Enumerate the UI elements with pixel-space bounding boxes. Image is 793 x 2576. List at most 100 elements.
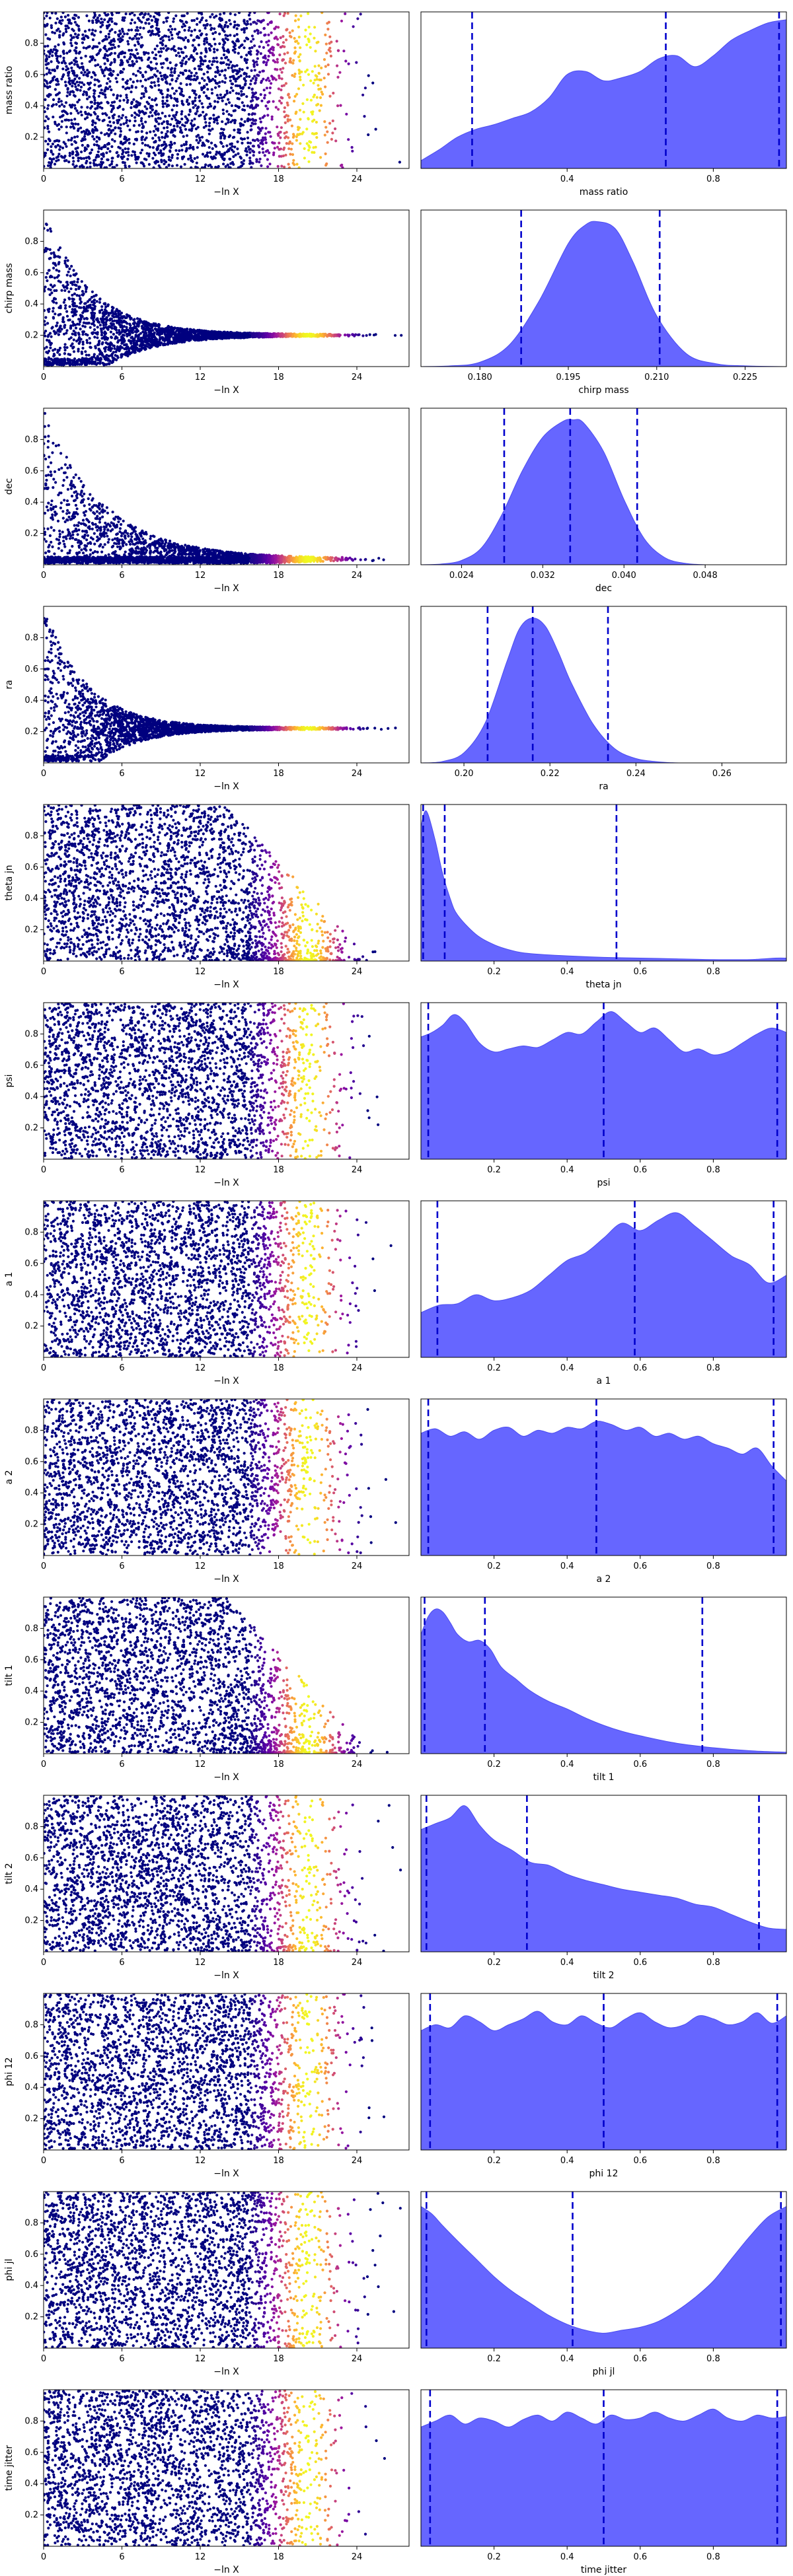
trace-point — [63, 260, 67, 263]
trace-point — [284, 82, 287, 85]
trace-point — [238, 67, 241, 71]
trace-point — [277, 134, 280, 137]
trace-point — [163, 162, 166, 166]
trace-point — [218, 81, 221, 84]
trace-point — [219, 24, 222, 27]
trace-point — [161, 135, 164, 139]
trace-point — [88, 28, 91, 32]
trace-point — [196, 75, 199, 79]
trace-point — [68, 297, 71, 301]
trace-point — [58, 246, 62, 250]
trace-point — [52, 316, 56, 320]
trace-point — [104, 310, 108, 313]
trace-point — [126, 322, 129, 325]
trace-point — [233, 77, 236, 81]
trace-point — [69, 106, 73, 109]
trace-point — [196, 156, 199, 159]
trace-point — [303, 147, 306, 151]
trace-point — [169, 61, 172, 64]
trace-point — [45, 54, 48, 57]
trace-point — [193, 74, 196, 77]
trace-point — [264, 141, 268, 145]
trace-point — [90, 296, 93, 299]
trace-point — [223, 93, 227, 96]
trace-point — [212, 106, 215, 110]
trace-point — [300, 334, 303, 338]
trace-point — [86, 116, 89, 119]
trace-point — [319, 96, 322, 99]
trace-point — [99, 65, 102, 69]
trace-point — [149, 104, 153, 108]
trace-point — [143, 12, 147, 16]
trace-point — [149, 130, 152, 133]
trace-point — [93, 92, 96, 95]
trace-point — [85, 357, 88, 361]
trace-point — [93, 336, 96, 339]
trace-point — [173, 116, 176, 119]
trace-point — [105, 132, 108, 135]
trace-point — [136, 157, 139, 160]
trace-point — [149, 85, 153, 88]
trace-point — [215, 151, 219, 154]
trace-point — [194, 99, 197, 102]
trace-point — [240, 161, 243, 164]
trace-point — [166, 120, 169, 124]
trace-point — [91, 123, 94, 127]
trace-point — [280, 96, 283, 99]
trace-point — [85, 128, 89, 131]
trace-point — [286, 51, 289, 54]
trace-point — [121, 16, 125, 19]
trace-point — [67, 71, 70, 75]
trace-point — [65, 131, 68, 135]
trace-point — [198, 12, 201, 15]
trace-point — [46, 271, 49, 275]
trace-point — [88, 60, 91, 63]
trace-point — [67, 50, 71, 54]
trace-point — [131, 59, 134, 63]
trace-point — [214, 145, 217, 148]
trace-point — [215, 56, 218, 59]
trace-point — [125, 326, 128, 329]
trace-point — [75, 164, 78, 168]
trace-point — [45, 15, 48, 18]
trace-point — [149, 68, 153, 71]
trace-point — [367, 133, 370, 137]
trace-point — [117, 316, 120, 319]
trace-point — [140, 136, 143, 139]
trace-point — [135, 340, 139, 343]
trace-point — [162, 147, 166, 151]
trace-point — [126, 124, 130, 127]
trace-point — [194, 127, 198, 131]
trace-point — [140, 117, 143, 120]
trace-point — [89, 326, 92, 329]
trace-point — [328, 35, 332, 38]
trace-point — [67, 139, 70, 142]
trace-point — [58, 104, 61, 108]
trace-point — [96, 79, 99, 82]
trace-point — [190, 19, 194, 22]
trace-point — [180, 149, 184, 152]
trace-point — [268, 91, 272, 94]
trace-point — [245, 153, 248, 157]
trace-point — [104, 35, 108, 38]
trace-point — [93, 58, 96, 62]
trace-point — [73, 77, 77, 81]
trace-point — [165, 132, 168, 135]
trace-point — [46, 12, 49, 15]
trace-point — [71, 293, 74, 297]
trace-point — [180, 110, 184, 113]
trace-point — [303, 157, 306, 160]
trace-point — [126, 157, 130, 161]
trace-point — [61, 320, 65, 323]
trace-point — [54, 21, 57, 25]
trace-point — [259, 20, 263, 24]
trace-point — [374, 333, 377, 336]
trace-point — [309, 32, 312, 36]
trace-point — [228, 157, 231, 161]
trace-point — [44, 358, 46, 361]
trace-point — [46, 62, 50, 65]
trace-point — [139, 79, 142, 83]
trace-point — [280, 85, 283, 88]
trace-point — [334, 127, 337, 131]
